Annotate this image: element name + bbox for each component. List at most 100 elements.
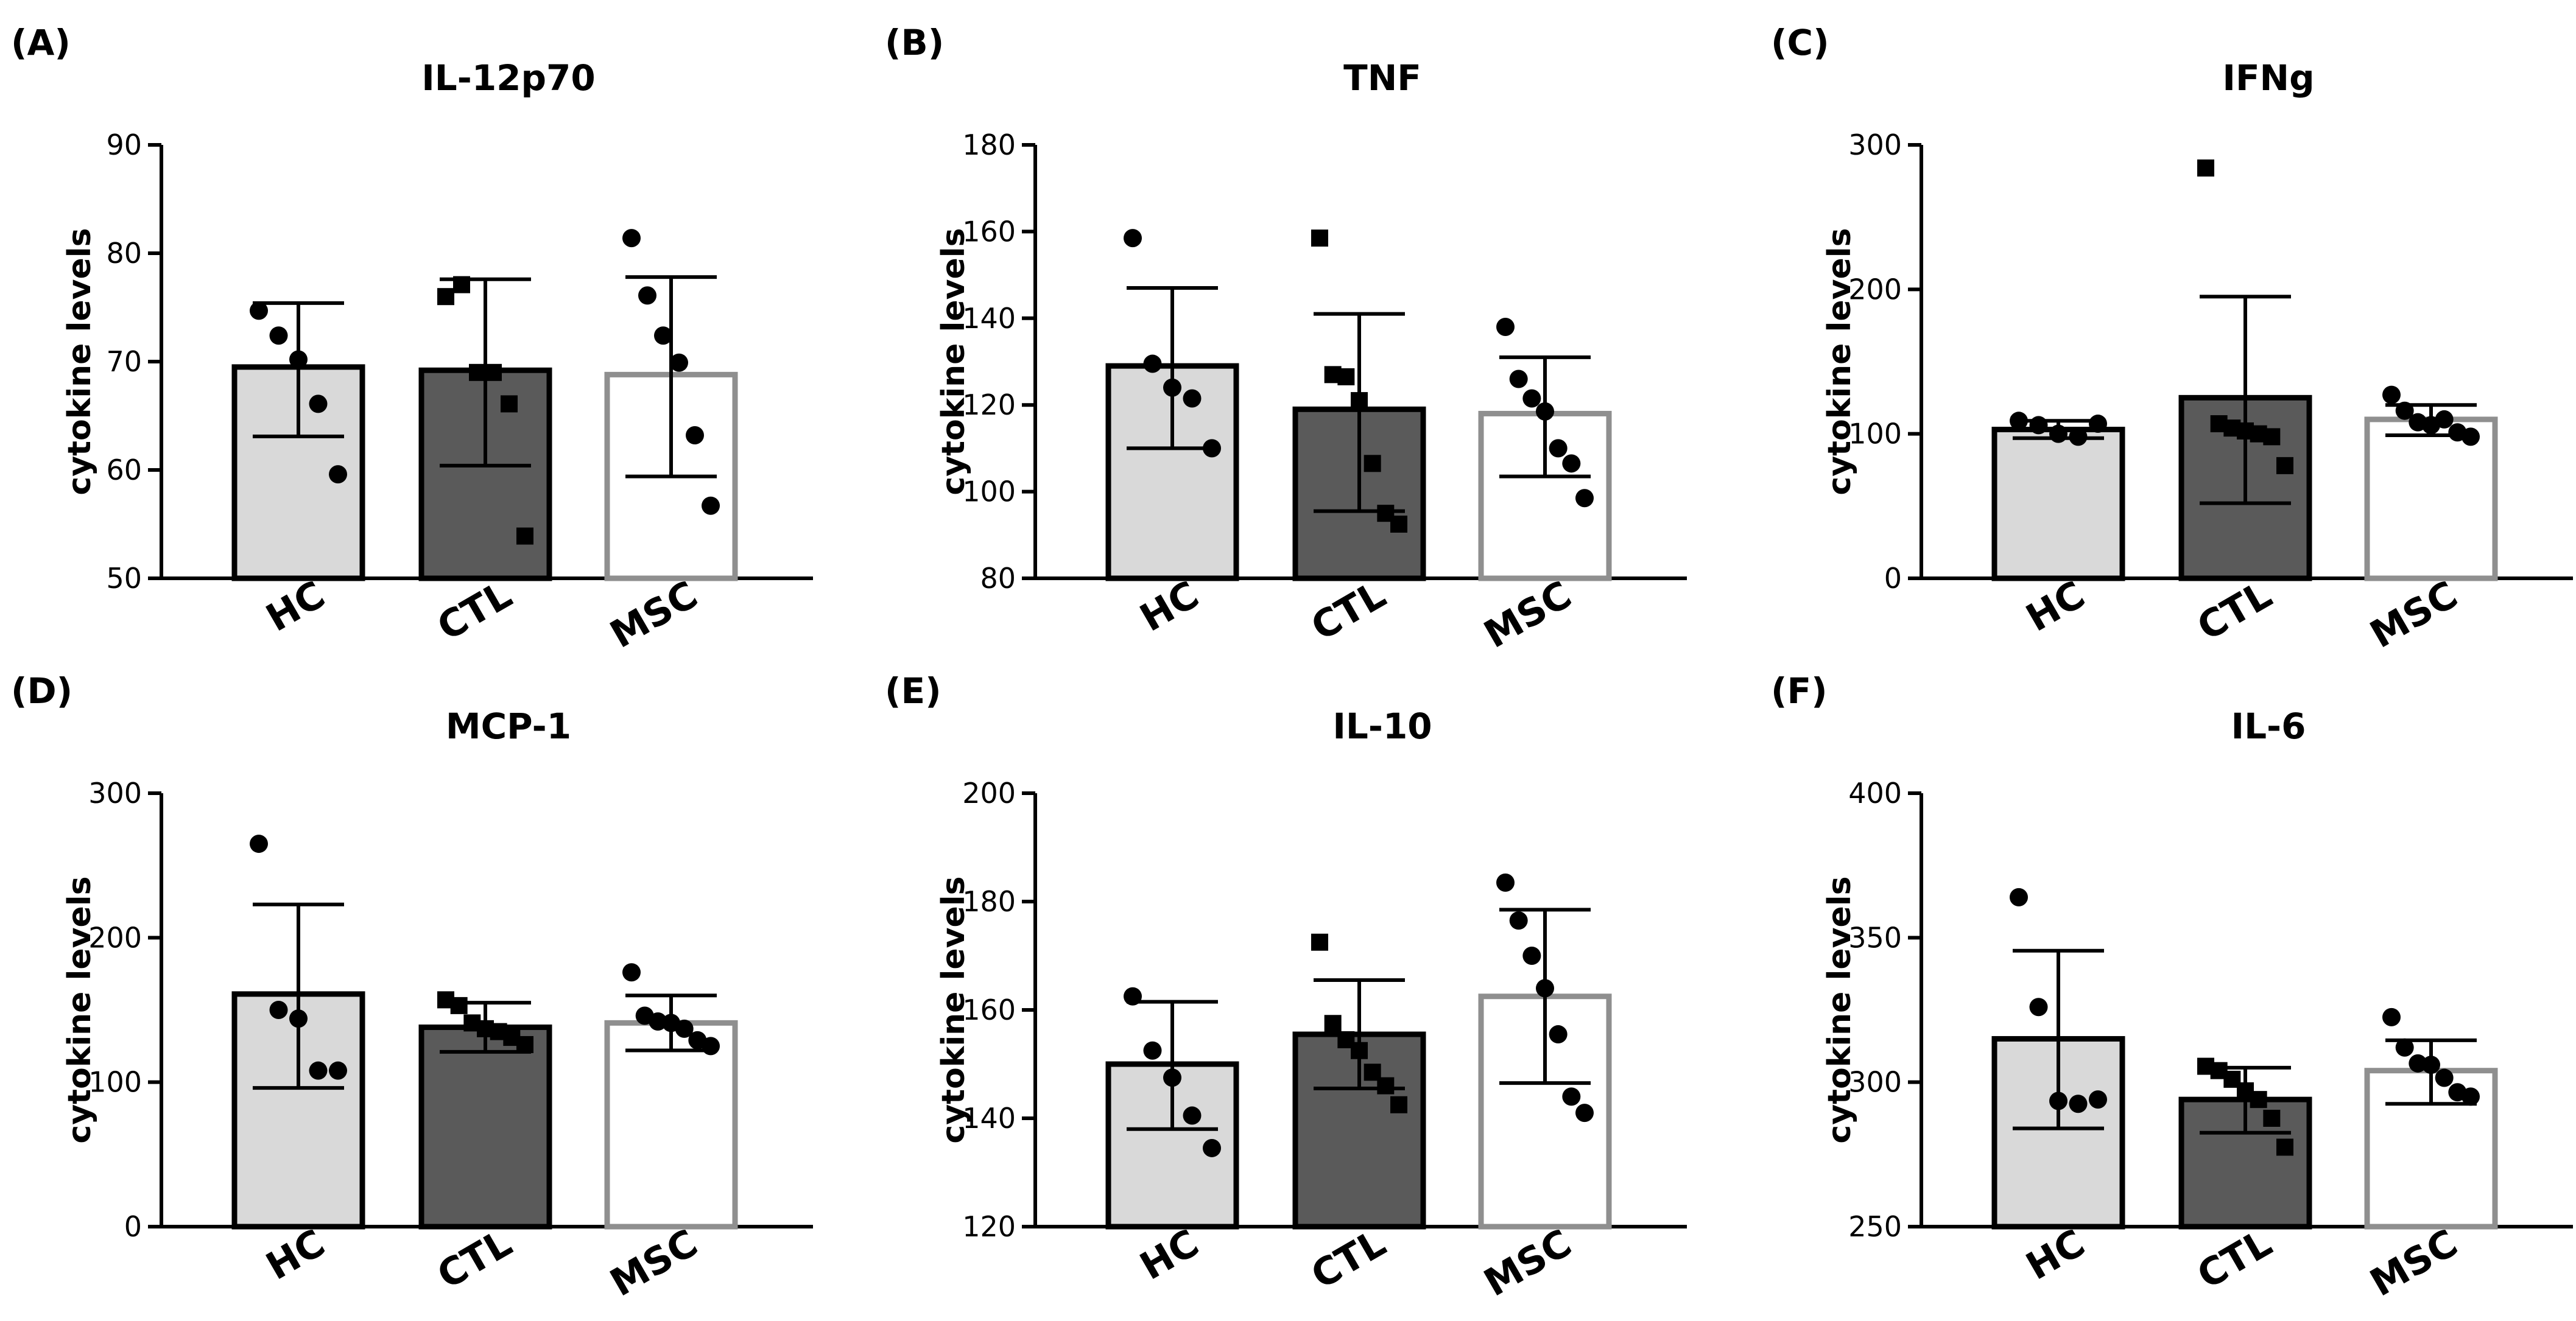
y-tick-label: 120 — [962, 1210, 1016, 1243]
data-point-ctl — [453, 276, 470, 293]
data-point-ctl — [516, 527, 533, 545]
chart-panel-3: (C) IFNg cytokine levels 0 100 200 300 HC CTL MSC — [1771, 22, 2573, 657]
y-tick-label: 100 — [88, 1066, 142, 1099]
data-point-ctl — [2263, 1110, 2281, 1127]
x-tick-label: CTL — [430, 1221, 519, 1298]
panel-label: (D) — [11, 670, 72, 712]
chart-panel-6: (F) IL-6 cytokine levels 250 300 350 400 HC CTL M… — [1771, 670, 2573, 1305]
data-point-ctl — [1311, 230, 1328, 247]
y-tick-label: 180 — [962, 885, 1016, 918]
panel-label: (F) — [1771, 670, 1828, 712]
data-point-msc — [1575, 489, 1594, 508]
bar-hc — [1991, 427, 2125, 581]
data-point-ctl — [469, 363, 486, 381]
y-tick-label: 200 — [88, 921, 142, 954]
y-tick-label: 300 — [1848, 1066, 1902, 1099]
data-point-hc — [2029, 416, 2048, 435]
data-point-msc — [2395, 401, 2414, 420]
data-point-hc — [1124, 229, 1142, 248]
data-point-hc — [1183, 1106, 1202, 1125]
data-point-hc — [309, 394, 328, 413]
data-point-msc — [1562, 1087, 1581, 1106]
x-tick-label: CTL — [1304, 1221, 1393, 1298]
data-point-ctl — [437, 288, 454, 306]
data-point-msc — [1549, 439, 1568, 458]
data-point-msc — [2409, 1054, 2427, 1073]
chart-panel-4: (D) MCP-1 cytokine levels 0 100 200 300 HC CTL MS… — [11, 670, 813, 1305]
y-tick-label: 90 — [106, 128, 142, 161]
data-point-msc — [1536, 402, 1554, 421]
y-tick-label: 80 — [106, 237, 142, 270]
x-tick-label: MSC — [1476, 572, 1578, 657]
data-point-ctl — [1337, 368, 1355, 385]
data-point-msc — [2395, 1038, 2414, 1057]
x-tick-label: HC — [2019, 1221, 2092, 1289]
y-tick-label: 70 — [106, 345, 142, 378]
data-point-hc — [269, 326, 288, 345]
data-point-ctl — [1311, 933, 1328, 951]
panel-label: (E) — [885, 670, 941, 712]
data-point-msc — [2382, 1007, 2401, 1026]
data-point-msc — [2435, 1068, 2454, 1087]
x-tick-label: CTL — [430, 572, 519, 650]
y-axis-label: cytokine levels — [62, 228, 98, 495]
data-point-msc — [654, 326, 672, 345]
data-point-hc — [1124, 987, 1142, 1006]
y-tick-label: 250 — [1848, 1210, 1902, 1243]
data-point-ctl — [516, 1035, 533, 1053]
data-point-msc — [2462, 1087, 2480, 1106]
x-tick-label: HC — [2019, 572, 2092, 640]
y-tick-label: 160 — [962, 215, 1016, 248]
data-point-hc — [1203, 1138, 1221, 1157]
y-tick-label: 0 — [1884, 562, 1902, 595]
data-point-msc — [1509, 911, 1528, 930]
data-point-hc — [250, 301, 268, 320]
data-point-ctl — [2263, 428, 2281, 446]
data-point-hc — [329, 1061, 347, 1080]
panel-label: (C) — [1771, 22, 1829, 63]
x-tick-label: HC — [259, 1221, 333, 1289]
data-point-hc — [2029, 998, 2048, 1017]
chart-title: TNF — [1343, 57, 1421, 99]
data-point-hc — [289, 1009, 308, 1028]
y-tick-label: 400 — [1848, 777, 1902, 810]
y-tick-label: 60 — [106, 454, 142, 486]
y-tick-label: 0 — [124, 1210, 142, 1243]
y-tick-label: 140 — [962, 1102, 1016, 1135]
data-point-hc — [1183, 389, 1202, 408]
y-tick-label: 350 — [1848, 921, 1902, 954]
data-point-hc — [1203, 439, 1221, 458]
data-point-hc — [1143, 1041, 1162, 1060]
data-point-ctl — [1364, 455, 1381, 472]
data-point-msc — [1575, 1104, 1594, 1123]
x-tick-label: MSC — [1476, 1221, 1578, 1305]
y-axis-label: cytokine levels — [62, 876, 98, 1143]
data-point-msc — [1536, 979, 1554, 998]
x-tick-label: CTL — [2190, 1221, 2279, 1298]
data-point-ctl — [501, 395, 518, 413]
data-point-msc — [622, 229, 641, 248]
data-point-hc — [250, 835, 268, 853]
y-axis-label: cytokine levels — [935, 876, 972, 1143]
bar-msc — [2364, 416, 2498, 581]
y-tick-label: 200 — [962, 777, 1016, 810]
data-point-ctl — [2276, 1138, 2293, 1156]
y-tick-label: 50 — [106, 562, 142, 595]
data-point-ctl — [1377, 1077, 1395, 1095]
data-point-msc — [1509, 370, 1528, 388]
x-tick-label: MSC — [602, 1221, 705, 1305]
data-point-msc — [1549, 1025, 1568, 1044]
chart-panel-2: (B) TNF cytokine levels 80 100 120 140 160 180 HC… — [885, 22, 1687, 657]
data-point-hc — [2089, 1090, 2107, 1109]
x-tick-label: MSC — [2362, 572, 2465, 657]
data-point-msc — [1496, 873, 1515, 892]
data-point-msc — [686, 426, 704, 445]
x-tick-label: HC — [1133, 572, 1206, 640]
panel-label: (B) — [885, 22, 944, 63]
data-point-msc — [702, 1037, 720, 1056]
x-tick-label: HC — [1133, 1221, 1206, 1289]
data-point-hc — [289, 350, 308, 369]
data-point-hc — [2069, 1095, 2088, 1113]
y-tick-label: 180 — [962, 128, 1016, 161]
